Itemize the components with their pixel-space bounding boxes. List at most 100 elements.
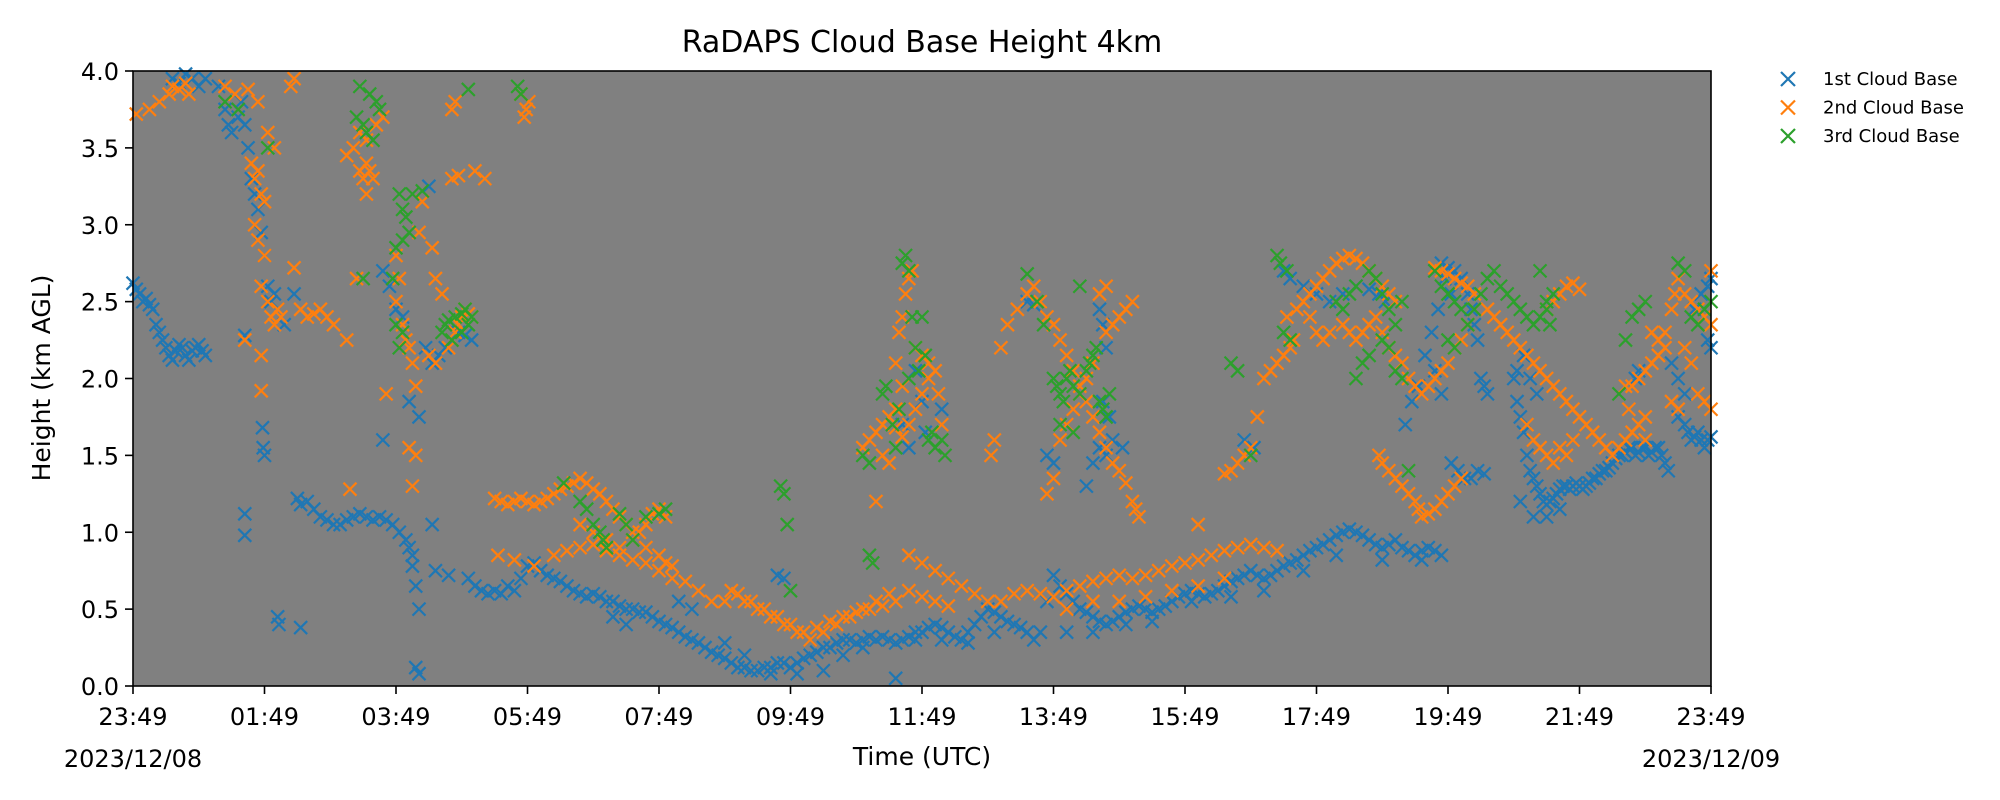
data-point (181, 352, 197, 368)
data-point (891, 401, 907, 417)
data-point (901, 371, 917, 386)
data-point (1204, 548, 1219, 563)
data-point (908, 340, 923, 356)
data-point (240, 140, 256, 156)
data-point (1690, 317, 1706, 332)
data-point (1532, 486, 1548, 502)
y-tick-label: 3.5 (81, 135, 119, 163)
data-point (776, 571, 792, 586)
data-point (763, 660, 779, 675)
data-point (1637, 294, 1653, 309)
data-point (1473, 371, 1489, 386)
data-point (518, 102, 534, 117)
data-point (178, 76, 193, 91)
data-point (148, 317, 164, 332)
data-point (816, 663, 831, 678)
data-point (1322, 325, 1337, 340)
data-point (267, 140, 282, 156)
data-point (1697, 440, 1712, 455)
data-point (954, 578, 969, 594)
data-point (1414, 552, 1429, 568)
data-point (250, 94, 266, 110)
data-point (260, 140, 276, 156)
data-point (987, 624, 1002, 640)
data-point (1467, 317, 1482, 332)
data-point (405, 558, 420, 574)
data-point (750, 601, 765, 617)
data-point (855, 640, 871, 655)
data-point (142, 102, 157, 117)
x-tick-label: 09:49 (756, 703, 825, 731)
data-point (1079, 604, 1094, 620)
data-point (408, 378, 424, 394)
data-point (454, 325, 470, 340)
data-point (1059, 624, 1074, 640)
data-point (237, 506, 253, 522)
data-point (1036, 317, 1051, 332)
data-point (1401, 543, 1416, 558)
data-point (152, 94, 167, 110)
data-point (618, 617, 634, 632)
data-point (408, 578, 424, 594)
data-point (211, 79, 226, 94)
data-point (382, 278, 397, 294)
data-point (1131, 509, 1147, 525)
x-tick-label: 23:49 (1676, 703, 1745, 731)
data-point (392, 340, 407, 356)
series-3 (217, 79, 1719, 598)
data-point (1236, 568, 1252, 583)
data-point (868, 494, 884, 509)
data-point (441, 340, 456, 356)
data-point (253, 278, 269, 294)
legend-label: 1st Cloud Base (1823, 69, 1958, 90)
data-point (1079, 478, 1094, 494)
data-point (822, 640, 838, 655)
data-point (1677, 263, 1692, 279)
data-point (405, 355, 420, 371)
data-point (1128, 501, 1143, 517)
data-point (809, 644, 825, 660)
data-point (1434, 548, 1449, 563)
data-point (875, 598, 890, 614)
data-point (664, 558, 680, 574)
data-point (1164, 594, 1180, 609)
data-point (451, 168, 466, 183)
data-marks (125, 66, 1719, 686)
data-point (1059, 583, 1074, 598)
data-point (1065, 425, 1081, 440)
data-point (247, 186, 262, 202)
data-point (829, 617, 844, 632)
data-point (855, 601, 871, 617)
data-point (1522, 371, 1538, 386)
data-point (253, 383, 269, 399)
data-point (158, 340, 174, 356)
data-point (1539, 302, 1554, 317)
x-tick-label: 23:49 (98, 703, 167, 731)
data-point (1651, 440, 1666, 455)
data-point (1098, 278, 1114, 294)
data-point (1348, 251, 1364, 266)
data-point (198, 71, 213, 86)
data-point (1447, 271, 1462, 286)
data-point (730, 660, 746, 675)
data-point (513, 571, 529, 586)
data-point (408, 448, 424, 463)
data-point (1516, 348, 1531, 363)
data-point (1447, 340, 1462, 356)
x-axis-end-date: 2023/12/09 (1642, 745, 1780, 773)
data-point (1417, 348, 1433, 363)
data-point (1190, 578, 1206, 594)
x-tick-label: 19:49 (1413, 703, 1482, 731)
data-point (441, 568, 456, 583)
data-point (559, 578, 575, 594)
data-point (585, 481, 601, 497)
data-point (1263, 568, 1278, 583)
data-point (237, 117, 253, 133)
data-point (401, 394, 417, 409)
data-point (411, 601, 427, 617)
data-point (428, 563, 443, 578)
data-point (983, 448, 999, 463)
data-point (428, 355, 443, 371)
data-point (418, 340, 433, 356)
